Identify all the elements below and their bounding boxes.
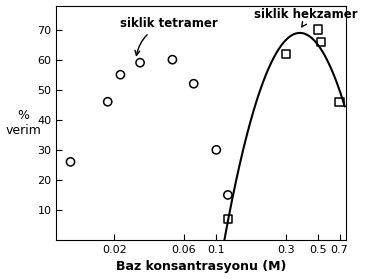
Point [191, 81, 197, 86]
Point [225, 217, 231, 221]
Point [137, 61, 143, 65]
Point [214, 148, 219, 152]
Point [225, 193, 231, 197]
Point [68, 160, 73, 164]
Point [337, 100, 342, 104]
Point [318, 39, 324, 44]
Point [283, 51, 289, 56]
Point [105, 100, 111, 104]
Text: siklik hekzamer: siklik hekzamer [254, 8, 357, 27]
Point [118, 73, 123, 77]
Y-axis label: %
verim: % verim [5, 109, 42, 137]
Point [169, 57, 175, 62]
Point [315, 27, 321, 32]
X-axis label: Baz konsantrasyonu (M): Baz konsantrasyonu (M) [116, 260, 287, 273]
Text: siklik tetramer: siklik tetramer [120, 17, 218, 56]
